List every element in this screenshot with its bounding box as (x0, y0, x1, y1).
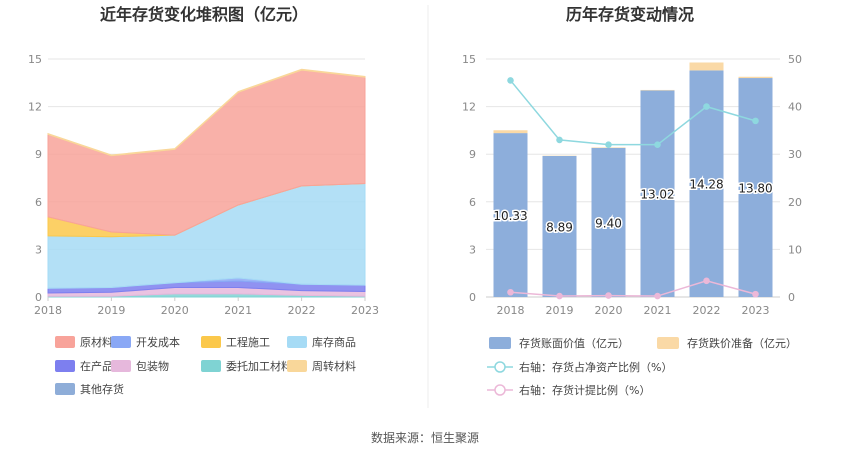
left-y-tick-label: 15 (28, 53, 42, 66)
right-legend-label: 右轴：存货占净资产比例（%） (519, 360, 672, 374)
line-point-2 (752, 117, 759, 125)
right-y2-tick-label: 30 (788, 148, 802, 161)
right-legend-swatch (657, 337, 679, 349)
bar-data-label: 13.02 (640, 188, 674, 202)
right-bar-series: 10.33 8.89 9.40 13.02 14.28 13.80 (492, 62, 774, 297)
line-point-3 (654, 292, 661, 300)
left-x-tick-label: 2018 (34, 304, 62, 317)
left-legend-swatch (111, 336, 131, 348)
left-legend-swatch (111, 360, 131, 372)
right-y-tick-label: 6 (469, 196, 476, 209)
stacked-area-chart: 近年存货变化堆积图（亿元） 0 3 6 9 12 15 2018 2019 2020 2021 20… (28, 5, 379, 396)
right-legend: 存货账面价值（亿元） 存货跌价准备（亿元） 右轴：存货占净资产比例（%） 右轴：存货计… (487, 336, 797, 397)
line-point-3 (605, 292, 612, 299)
data-source-note: 数据来源：恒生聚源 (371, 430, 479, 445)
left-legend-label: 周转材料 (312, 359, 356, 373)
left-y-tick-label: 6 (35, 196, 42, 209)
area-series-7 (47, 68, 366, 157)
right-x-tick-label: 2022 (693, 304, 721, 317)
right-y2-tick-label: 10 (788, 243, 802, 256)
line-point-3 (752, 290, 759, 298)
line-point-2 (556, 136, 563, 144)
left-legend-label: 包装物 (136, 359, 169, 373)
left-chart-title: 近年存货变化堆积图（亿元） (100, 5, 308, 24)
left-legend-label: 工程施工 (226, 336, 270, 349)
bar-data-label: 9.40 (595, 216, 622, 230)
right-gridlines (486, 58, 780, 298)
left-legend-label: 开发成本 (136, 335, 180, 349)
left-legend-label: 原材料 (80, 335, 113, 349)
left-x-tick-label: 2019 (97, 304, 125, 317)
left-legend-label: 库存商品 (312, 335, 356, 349)
bar-book-value (542, 155, 577, 297)
right-legend-marker (494, 384, 506, 396)
bar-impairment (689, 62, 724, 71)
bar-book-value (591, 147, 626, 297)
bar-book-value (640, 90, 675, 297)
right-x-tick-label: 2023 (742, 304, 770, 317)
left-legend-swatch (201, 360, 221, 372)
right-legend-swatch (489, 337, 511, 349)
left-y-tick-label: 3 (35, 243, 42, 256)
left-x-tick-label: 2020 (161, 304, 189, 317)
bar-data-label: 8.89 (546, 220, 573, 234)
right-y-tick-label: 15 (462, 53, 476, 66)
left-y-tick-label: 9 (35, 148, 42, 161)
line-point-2 (507, 77, 514, 84)
right-legend-marker (494, 361, 506, 373)
right-line-series (507, 77, 759, 300)
right-y2-tick-label: 0 (788, 291, 795, 304)
left-legend-swatch (55, 383, 75, 395)
line-point-2 (605, 141, 612, 148)
bar-impairment (493, 130, 528, 134)
right-x-tick-label: 2021 (644, 304, 672, 317)
left-legend-label: 其他存货 (80, 382, 124, 396)
left-x-tick-label: 2021 (224, 304, 252, 317)
line-point-2 (703, 103, 710, 110)
right-legend-label: 存货跌价准备（亿元） (687, 336, 797, 350)
bar-book-value (493, 133, 528, 297)
bar-data-label: 10.33 (493, 209, 527, 223)
right-axes: 0 3 6 9 12 15 0 10 20 30 40 50 2018 2019 2020 2021 2022 2… (462, 53, 802, 317)
left-legend-swatch (201, 336, 221, 348)
right-x-tick-label: 2019 (546, 304, 574, 317)
right-x-tick-label: 2018 (497, 304, 525, 317)
right-y-tick-label: 12 (462, 101, 476, 114)
left-area-series (47, 68, 366, 298)
right-y-tick-label: 3 (469, 243, 476, 256)
bar-impairment (738, 76, 773, 79)
left-legend-label: 在产品 (80, 359, 113, 373)
right-y-tick-label: 9 (469, 148, 476, 161)
line-point-3 (556, 292, 563, 300)
line-point-3 (703, 277, 710, 285)
line-series-2 (509, 79, 756, 146)
left-legend-swatch (287, 360, 307, 372)
line-point-3 (507, 288, 514, 296)
left-axes: 0 3 6 9 12 15 2018 2019 2020 2021 2022 2023 (28, 53, 379, 317)
right-y2-tick-label: 40 (788, 101, 802, 114)
left-legend-swatch (287, 336, 307, 348)
right-legend-label: 存货账面价值（亿元） (519, 336, 629, 350)
right-y2-tick-label: 50 (788, 53, 802, 66)
line-point-2 (654, 141, 661, 148)
right-y-tick-label: 0 (469, 291, 476, 304)
right-y2-tick-label: 20 (788, 196, 802, 209)
left-legend-swatch (55, 336, 75, 348)
left-x-tick-label: 2023 (351, 304, 379, 317)
left-legend-swatch (55, 360, 75, 372)
bar-data-label: 14.28 (689, 178, 723, 192)
left-x-tick-label: 2022 (288, 304, 316, 317)
bar-book-value (738, 78, 773, 297)
right-legend-label: 右轴：存货计提比例（%） (519, 383, 650, 397)
line-series-3 (510, 280, 756, 297)
right-x-tick-label: 2020 (595, 304, 623, 317)
left-y-tick-label: 12 (28, 101, 42, 114)
left-y-tick-label: 0 (35, 291, 42, 304)
right-chart-title: 历年存货变动情况 (566, 5, 694, 24)
bar-data-label: 13.80 (738, 182, 772, 196)
bar-line-chart: 历年存货变动情况 10.33 8.89 9.40 13.02 14.28 13.80 0 3… (462, 5, 802, 397)
left-legend-label: 委托加工材料 (226, 359, 292, 373)
